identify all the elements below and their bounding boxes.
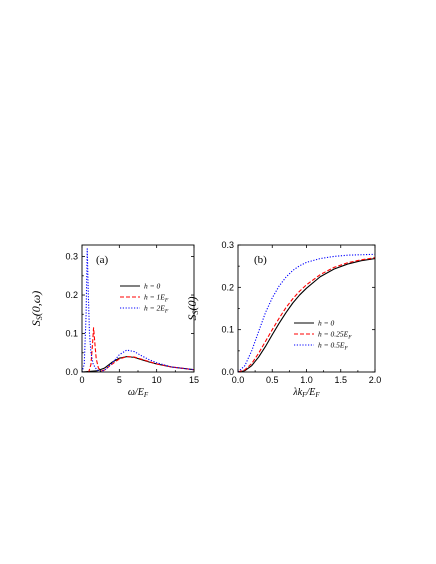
legend-label: h = 0: [318, 319, 335, 328]
x-tick-label: 15: [189, 375, 199, 385]
series-line-2: [238, 257, 375, 372]
panel-label: (a): [96, 254, 109, 266]
y-axis-label: SS(0): [185, 297, 200, 321]
panel-a: 0 5 10 15 0.0 0.1 0.2 0.3 (a) ω/EF SS(0,ω) h = 0 h =…: [29, 244, 199, 399]
x-axis-label: λkF/EF: [292, 387, 320, 399]
legend-label: h = 0.25EF: [318, 330, 352, 341]
series-line-3: [238, 253, 375, 372]
y-tick-label: 0.0: [65, 367, 78, 377]
x-tick-label: 2.0: [369, 375, 382, 385]
series-line-3: [82, 248, 194, 372]
x-tick-label: 0: [79, 375, 84, 385]
y-tick-label: 0.1: [65, 329, 78, 339]
x-tick-label: 0.5: [266, 375, 279, 385]
y-tick-label: 0.3: [65, 252, 78, 262]
x-tick-label: 10: [152, 375, 162, 385]
x-axis-label: ω/EF: [128, 387, 149, 399]
x-tick-label: 5: [117, 375, 122, 385]
y-tick-label: 0.2: [65, 290, 78, 300]
series-line-1: [238, 258, 375, 372]
x-tick-label: 1.0: [300, 375, 313, 385]
y-axis-label: SS(0,ω): [29, 291, 44, 326]
y-tick-label: 0.0: [221, 367, 234, 377]
legend-label: h = 2EF: [144, 304, 169, 315]
y-tick-label: 0.2: [221, 282, 234, 292]
legend-label: h = 1EF: [144, 293, 169, 304]
panel-label: (b): [254, 254, 267, 266]
x-tick-label: 1.5: [334, 375, 347, 385]
legend-label: h = 0.5EF: [318, 341, 349, 352]
panel-b: 0.0 0.5 1.0 1.5 2.0 0.0 0.1 0.2 0.3 (b) λkF/EF SS(0…: [185, 240, 381, 399]
legend-label: h = 0: [144, 282, 161, 291]
series-line-2: [82, 327, 194, 372]
y-tick-label: 0.3: [221, 240, 234, 250]
y-tick-label: 0.1: [221, 325, 234, 335]
x-tick-label: 0.0: [232, 375, 245, 385]
